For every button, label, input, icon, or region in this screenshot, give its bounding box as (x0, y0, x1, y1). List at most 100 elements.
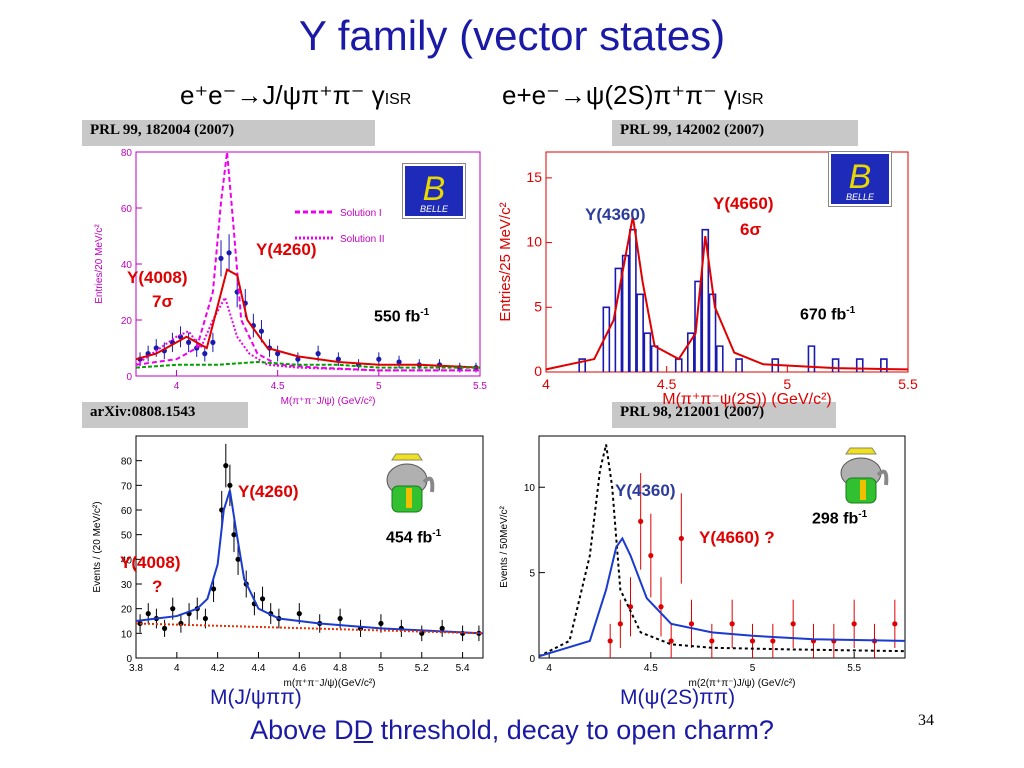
data-point (235, 556, 241, 562)
y-tick-label: 40 (121, 555, 133, 566)
data-point (186, 339, 192, 345)
data-point (202, 351, 208, 357)
series-line (135, 489, 484, 635)
series-line (135, 360, 480, 369)
data-point (688, 621, 695, 627)
x-tick-label: 4.6 (292, 663, 306, 674)
data-point (648, 552, 654, 559)
y-tick-label: 40 (121, 260, 133, 271)
chart-bottom-right: 4 4.5 5 5.5 0 5 10 m(2(π⁺π⁻)J/ψ) (GeV/c²) Events… (499, 435, 906, 689)
data-point (439, 625, 445, 631)
y-tick-label: 0 (534, 363, 542, 379)
luminosity-label: 454 fb-1 (386, 528, 442, 547)
page-number: 34 (918, 712, 934, 729)
x-tick-label: 4.5 (657, 376, 677, 392)
annotation-question: ? (152, 577, 163, 596)
annotation-y4260: Y(4260) (238, 482, 299, 501)
x-axis-label: M(π⁺π⁻J/ψ) (GeV/c²) (281, 396, 376, 407)
chart-top-right: 4 4.5 5 5.5 0 5 10 15 M(π⁺π⁻ψ(2S)) (GeV/c²) Entri… (498, 151, 918, 408)
y-tick-label: 70 (121, 481, 133, 492)
annotation-y4260: Y(4260) (256, 240, 317, 259)
x-tick-label: 4 (174, 663, 180, 674)
bottom-text-c: threshold, decay to open charm? (373, 715, 774, 745)
chart-bottom-left: 3.8 4 4.2 4.4 4.6 4.8 5 5.2 5.4 0 10 20 30 40 50 60 70 80… (92, 435, 484, 689)
annotation-y4360: Y(4360) (615, 481, 676, 500)
y-tick-label: 10 (121, 629, 133, 640)
x-tick-label: 4 (174, 381, 180, 392)
series-line (135, 295, 480, 372)
annotation-y4008: Y(4008) (127, 268, 188, 287)
ref-bottom-right: PRL 98, 212001 (2007) (612, 402, 836, 428)
bottom-text-a: Above D (250, 715, 354, 745)
data-point (892, 621, 898, 627)
x-tick-label: 4.8 (333, 663, 347, 674)
x-tick-label: 5 (750, 663, 756, 674)
data-point (295, 356, 301, 362)
data-point (729, 621, 735, 627)
chart-top-left: 4 4.5 5 5.5 0 20 40 60 80 M(π⁺π⁻J/ψ) (GeV/c²) Entr… (94, 148, 487, 407)
data-point (145, 611, 151, 617)
bottom-text-dbar: D (353, 715, 374, 745)
data-point (223, 463, 229, 469)
belle-logo-text: BELLE (846, 192, 875, 202)
x-axis-label: m(2(π⁺π⁻)J/ψ) (GeV/c²) (688, 678, 795, 689)
series-line (135, 268, 481, 369)
subtitle-left: e⁺e⁻→J/ψπ⁺π⁻ γISR (180, 80, 411, 111)
series-line (545, 216, 909, 371)
y-tick-label: 0 (529, 654, 535, 665)
data-point (709, 638, 715, 644)
data-point (617, 621, 623, 627)
data-point (668, 638, 674, 644)
data-point (153, 345, 159, 351)
y-tick-label: 20 (121, 316, 133, 327)
belle-logo-mark: B BELLE (846, 158, 875, 202)
y-tick-label: 5 (529, 569, 535, 580)
y-axis-label: Entries/20 MeV/c² (94, 224, 105, 304)
x-tick-label: 3.8 (129, 663, 143, 674)
belle-logo: B BELLE (402, 163, 466, 219)
y-tick-label: 15 (526, 169, 542, 185)
x-tick-label: 5.5 (898, 376, 918, 392)
x-tick-label: 5 (378, 663, 384, 674)
ref-top-left: PRL 99, 182004 (2007) (82, 120, 375, 146)
y-tick-label: 0 (126, 372, 132, 383)
data-point (178, 620, 184, 627)
y-tick-label: 80 (121, 457, 133, 468)
data-point (210, 586, 217, 592)
data-point (210, 339, 216, 345)
belle-logo-text: BELLE (420, 204, 449, 214)
x-tick-label: 5.4 (456, 663, 470, 674)
annotation-y4660: Y(4660) ? (699, 528, 775, 547)
annotation-y4008: Y(4008) (120, 553, 181, 572)
data-point (337, 615, 343, 622)
plot-frame (538, 435, 906, 659)
y-tick-label: 30 (121, 580, 133, 591)
x-tick-label: 4.5 (271, 381, 285, 392)
legend-label: Solution II (340, 234, 384, 245)
data-point (607, 638, 613, 644)
data-point (218, 255, 224, 261)
subtitle-left-text: e⁺e⁻→J/ψπ⁺π⁻ γ (180, 80, 385, 110)
data-point (749, 638, 756, 644)
belle-logo-letter: B (849, 158, 872, 196)
x-tick-label: 4 (542, 376, 550, 392)
bottom-label-right: M(ψ(2S)ππ) (620, 686, 736, 709)
y-axis-label: Entries/25 MeV/c² (498, 202, 514, 321)
data-point (227, 482, 233, 488)
y-tick-label: 10 (526, 234, 542, 250)
data-point (315, 351, 321, 357)
x-tick-label: 4.2 (211, 663, 225, 674)
x-axis-label: M(π⁺π⁻ψ(2S)) (GeV/c²) (662, 391, 831, 408)
data-point (678, 535, 684, 542)
slide-title: Y family (vector states) (298, 12, 726, 59)
luminosity-label: 670 fb-1 (800, 305, 856, 324)
data-point (161, 625, 168, 631)
y-tick-label: 50 (121, 531, 133, 542)
luminosity-label: 550 fb-1 (374, 307, 430, 326)
y-tick-label: 80 (121, 148, 133, 159)
x-tick-label: 4.4 (252, 663, 266, 674)
luminosity-label: 298 fb-1 (812, 509, 868, 528)
subtitle-right: e+e⁻→ψ(2S)π⁺π⁻ γISR (502, 80, 764, 111)
y-tick-label: 5 (534, 298, 542, 314)
babar-elephant-icon (374, 452, 440, 518)
